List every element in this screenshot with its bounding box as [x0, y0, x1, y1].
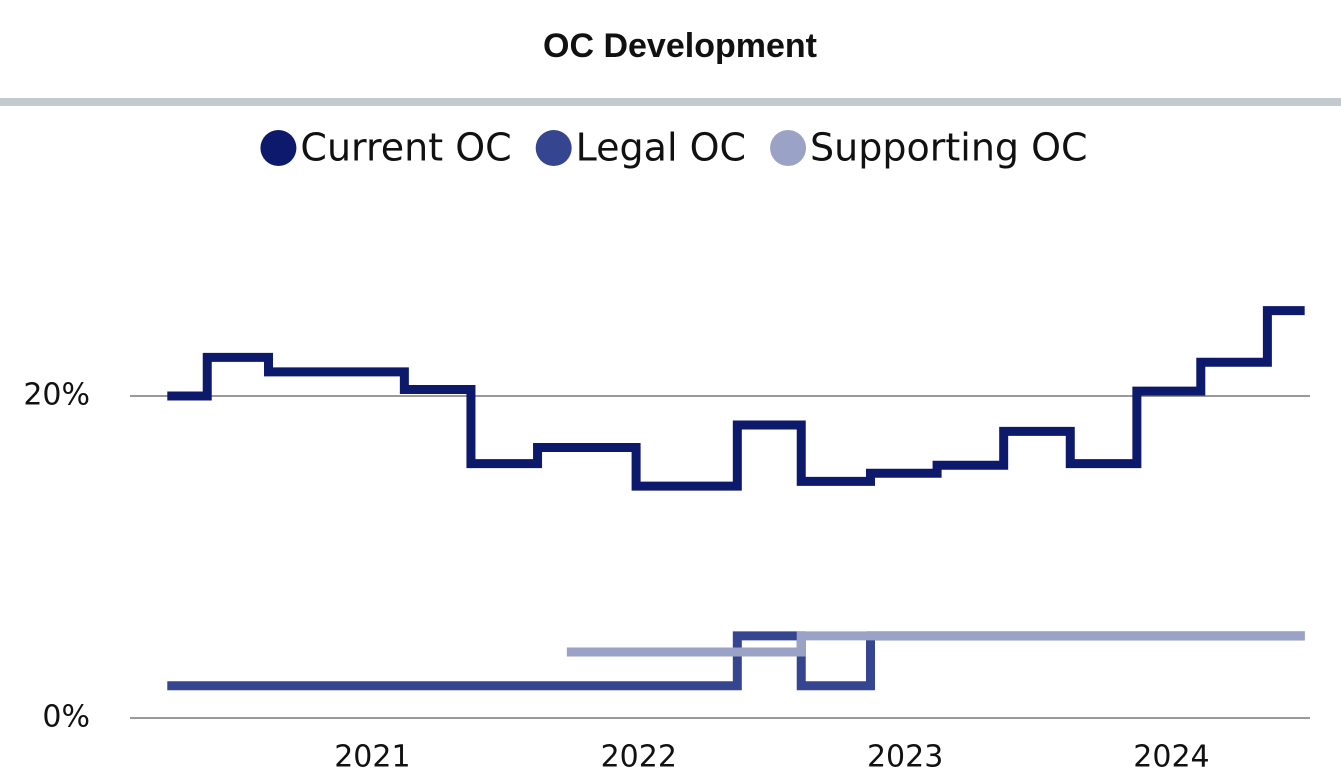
- legend-label: Supporting OC: [810, 126, 1088, 170]
- step-line: [167, 306, 1305, 491]
- step-line: [167, 631, 1305, 691]
- x-tick-label: 2022: [601, 740, 677, 772]
- legend-label: Current OC: [300, 126, 511, 170]
- legend: Current OC Legal OC Supporting OC: [260, 126, 1088, 170]
- y-tick-label: 20%: [23, 378, 90, 413]
- x-tick-label: 2024: [1133, 740, 1209, 772]
- x-tick-label: 2021: [334, 740, 410, 772]
- title-divider: [0, 98, 1341, 106]
- legend-label: Legal OC: [576, 126, 746, 170]
- legend-marker: [260, 130, 297, 166]
- legend-marker: [535, 130, 572, 166]
- x-tick-label: 2023: [867, 740, 943, 772]
- legend-marker: [770, 130, 807, 166]
- y-tick-label: 0%: [42, 700, 90, 735]
- step-line: [566, 631, 1305, 657]
- chart-title: OC Development: [543, 27, 817, 65]
